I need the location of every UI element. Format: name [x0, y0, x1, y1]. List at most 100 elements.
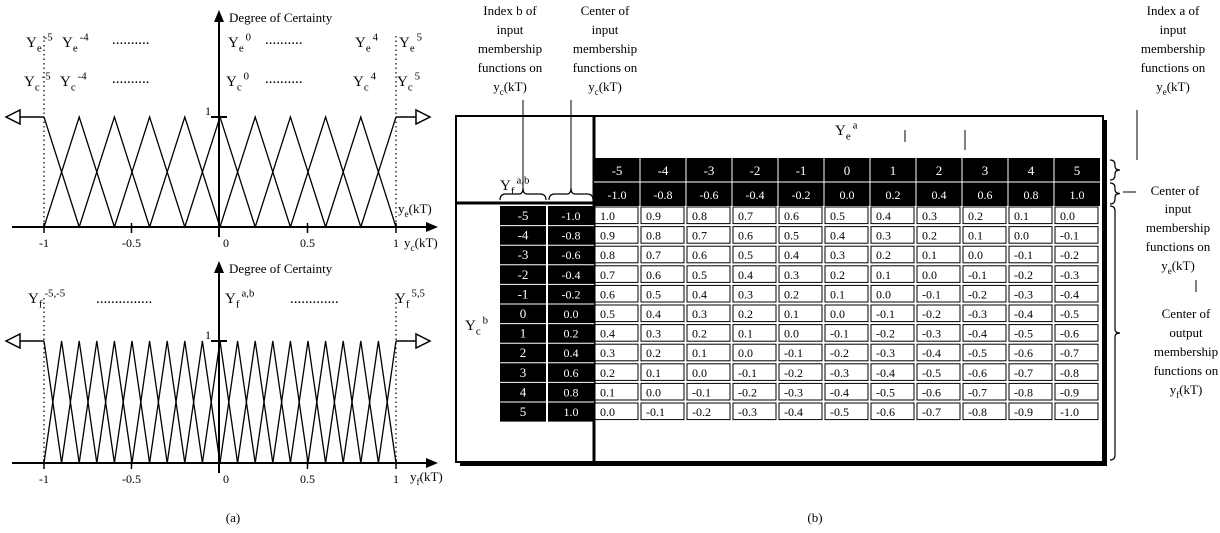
col-center: -1.0: [608, 188, 627, 202]
cell-value: -0.3: [1014, 287, 1033, 301]
membership-plot-bottom: Degree of Certainty 1 -1 -0.5 0 0.5 1: [12, 261, 430, 486]
table-cell: [916, 363, 961, 381]
cell-value: -0.2: [830, 346, 849, 360]
col-index: 5: [1074, 163, 1081, 178]
cell-value: -0.5: [830, 405, 849, 419]
cell-value: -0.2: [968, 287, 987, 301]
index-a-annotation: functions on: [1141, 60, 1206, 75]
table-cell: [778, 206, 823, 225]
x-axis-label-inner: ye(kT): [398, 201, 432, 220]
table-cell: [870, 284, 915, 303]
cell-value: -0.2: [738, 385, 757, 399]
center-c-annotation: yc(kT): [588, 79, 622, 97]
table-cell: [916, 284, 961, 303]
cell-value: 0.8: [692, 209, 707, 223]
cell-value: -0.6: [968, 366, 987, 380]
table-cell: [594, 226, 639, 244]
col-index: -2: [750, 163, 761, 178]
table-cell: [870, 245, 915, 264]
membership-function: [289, 114, 362, 228]
index-a-annotation: input: [1160, 22, 1187, 37]
cell-value: -0.3: [922, 327, 941, 341]
cell-value: -0.5: [1014, 327, 1033, 341]
cell-value: 0.2: [876, 248, 891, 262]
table-cell: [870, 265, 915, 283]
table-cell: [916, 324, 961, 342]
cell-value: -0.3: [876, 346, 895, 360]
row-index: 2: [520, 345, 527, 360]
index-a-annotation: ye(kT): [1156, 79, 1190, 97]
membership-function: [131, 340, 168, 464]
col-index: 0: [844, 163, 851, 178]
yc-label: Yc0: [226, 70, 249, 93]
table-cell: [594, 402, 639, 421]
cell-value: -0.4: [1060, 287, 1079, 301]
left-shoulder-arrow: [4, 332, 21, 350]
y-axis-arrow: [214, 261, 224, 273]
cell-value: 0.2: [600, 366, 615, 380]
yc-label: Yc-5: [24, 70, 51, 93]
cell-value: 0.1: [830, 287, 845, 301]
table-cell: [640, 402, 685, 421]
cell-value: 0.4: [784, 248, 799, 262]
table-cell: [594, 304, 639, 323]
table-cell: [824, 363, 869, 381]
table-cell: [778, 324, 823, 342]
col-center: 0.4: [932, 188, 947, 202]
table-cell: [640, 245, 685, 264]
table-cell: [640, 363, 685, 381]
cell-value: -1.0: [1060, 405, 1079, 419]
row-index: 5: [520, 404, 527, 419]
table-cell: [732, 226, 777, 244]
right-shoulder-arrow: [415, 108, 432, 126]
cell-value: 0.5: [600, 307, 615, 321]
dots: ...............: [96, 291, 152, 307]
center-f-annotation: output: [1169, 325, 1203, 340]
table-cell: [594, 363, 639, 381]
col-center: -0.4: [746, 188, 765, 202]
table-cell: [1054, 226, 1099, 244]
cell-value: 0.6: [738, 229, 753, 243]
table-cell: [962, 206, 1007, 225]
table-cell: [1054, 265, 1099, 283]
index-b-annotation: functions on: [478, 60, 543, 75]
table-cell: [916, 382, 961, 401]
row-center: -0.2: [562, 287, 581, 301]
cell-value: -0.1: [1060, 229, 1079, 243]
cell-value: 0.1: [922, 248, 937, 262]
cell-value: -0.9: [1014, 405, 1033, 419]
membership-function: [254, 340, 292, 464]
ye-header: Yea: [835, 119, 858, 142]
cell-value: -0.1: [922, 287, 941, 301]
ye-label: Ye-4: [62, 31, 89, 54]
col-index: 1: [890, 163, 897, 178]
cell-value: 0.6: [600, 287, 615, 301]
membership-function: [307, 340, 344, 464]
table-cell: [916, 265, 961, 283]
cell-value: 0.3: [646, 327, 661, 341]
table-cell: [916, 402, 961, 421]
table-cell: [962, 304, 1007, 323]
table-cell: [916, 343, 961, 362]
table-cell: [732, 245, 777, 264]
ye-label: Ye5: [399, 31, 422, 54]
dots: ..........: [265, 32, 303, 48]
table-cell: [640, 265, 685, 283]
x-tick-label: 0: [223, 472, 229, 486]
cell-value: -0.4: [830, 385, 849, 399]
table-cell: [686, 245, 731, 264]
col-center: -0.6: [700, 188, 719, 202]
yf-label: Yfa,b: [225, 287, 254, 310]
table-cell: [962, 343, 1007, 362]
table-cell: [640, 304, 685, 323]
row-center: 0.2: [564, 327, 579, 341]
ye-label: Ye-5: [26, 31, 53, 54]
index-b-annotation: yc(kT): [493, 79, 527, 97]
row-center: 0.8: [564, 385, 579, 399]
yc-header: Ycb: [465, 314, 488, 337]
center-c-annotation: functions on: [573, 60, 638, 75]
membership-function: [324, 114, 397, 228]
table-cell: [594, 324, 639, 342]
cell-value: -0.5: [922, 366, 941, 380]
table-cell: [824, 206, 869, 225]
